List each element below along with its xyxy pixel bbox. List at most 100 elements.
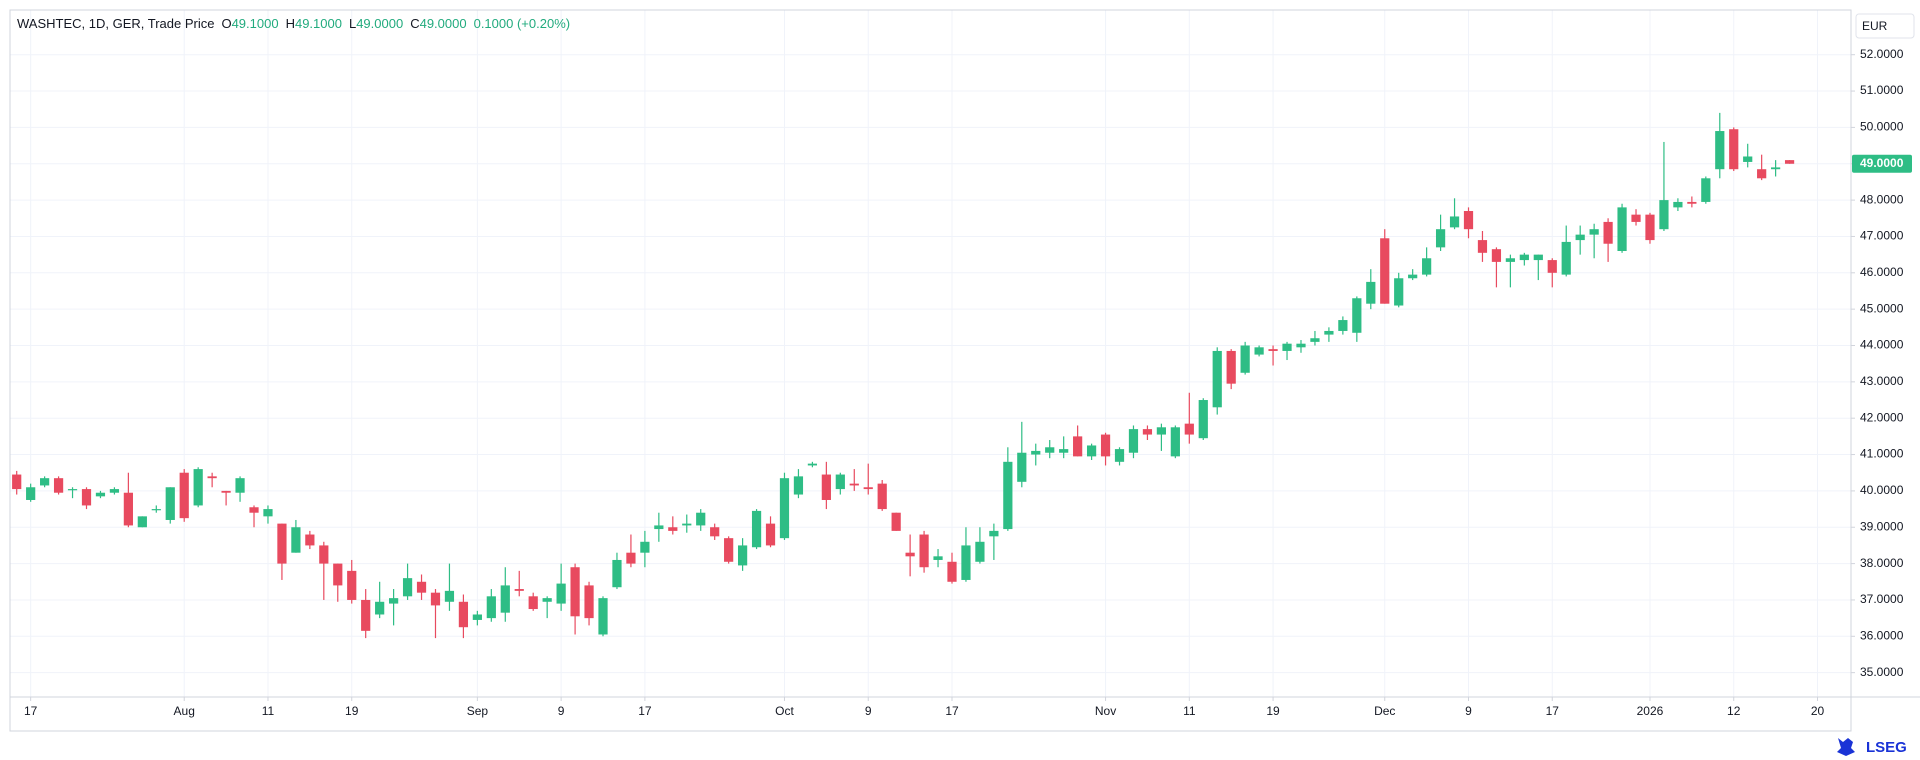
candle-body (1073, 436, 1083, 457)
candle-body (1561, 241, 1571, 275)
candle-body (319, 545, 329, 564)
x-tick-label: 17 (945, 704, 959, 718)
candle-body (905, 552, 915, 557)
candle-body (1352, 298, 1362, 333)
candle-body (640, 541, 650, 553)
x-tick-label: 20 (1811, 704, 1825, 718)
candle-body (109, 489, 120, 493)
low-value: 49.0000 (356, 16, 403, 31)
candle-body (1296, 343, 1306, 348)
candle-body (542, 598, 552, 602)
candle-body (305, 534, 315, 546)
candle-body (751, 510, 762, 548)
x-tick-label: Nov (1095, 704, 1116, 718)
candle-body (849, 483, 859, 486)
candle-body (1729, 129, 1739, 170)
candle-body (1100, 434, 1111, 457)
brand-icon (1837, 738, 1855, 756)
x-tick-label: 17 (24, 704, 38, 718)
candle-body (1687, 201, 1697, 204)
candle-body (1031, 450, 1041, 455)
candle-body (947, 561, 957, 582)
candle-body (975, 541, 985, 562)
x-tick-label: 11 (1183, 704, 1196, 718)
candle-body (1575, 234, 1585, 241)
candle-body (598, 598, 608, 635)
candle-body (1059, 449, 1069, 453)
y-tick-label: 42.0000 (1860, 410, 1904, 424)
x-tick-label: Dec (1374, 704, 1395, 718)
candle-body (933, 556, 943, 560)
x-tick-label: 17 (1546, 704, 1560, 718)
candle-body (961, 545, 971, 580)
candle-body (500, 585, 510, 613)
candle-body (514, 589, 524, 591)
candle-body (1757, 169, 1767, 179)
candle-body (1589, 229, 1599, 235)
x-tick-label: 19 (1266, 704, 1280, 718)
candle-body (277, 523, 287, 564)
candle-body (1170, 427, 1180, 457)
candle-body (1282, 343, 1292, 351)
candle-body (1003, 461, 1013, 530)
candle-body (696, 512, 706, 526)
candle-body (458, 601, 469, 628)
candle-body (1533, 254, 1543, 261)
candle-body (416, 581, 427, 593)
y-tick-label: 37.0000 (1860, 592, 1904, 606)
x-tick-label: 12 (1727, 704, 1741, 718)
open-label: O (221, 16, 231, 31)
candle-body (821, 474, 831, 500)
candle-body (1505, 258, 1515, 262)
candle-body (807, 463, 818, 466)
candle-body (361, 599, 371, 631)
candle-body (1310, 338, 1320, 342)
candle-body (1142, 429, 1153, 435)
candle-body (626, 552, 636, 564)
candle-body (1086, 445, 1097, 457)
candle-body (1519, 254, 1529, 261)
y-tick-label: 36.0000 (1860, 628, 1904, 642)
candle-body (612, 559, 622, 588)
y-tick-label: 38.0000 (1860, 556, 1904, 570)
candle-body (1435, 229, 1446, 248)
candle-body (165, 487, 175, 520)
candle-body (682, 523, 692, 526)
candles-layer (12, 112, 1795, 639)
candle-body (67, 489, 78, 491)
candle-body (989, 530, 999, 537)
frame (9, 9, 1852, 732)
candle-body (1254, 347, 1264, 355)
candle-body (263, 509, 273, 517)
x-tick-label: 17 (638, 704, 652, 718)
candle-body (1408, 274, 1418, 279)
candle-body (863, 487, 873, 490)
candle-body (1212, 350, 1222, 408)
candle-body (389, 598, 399, 604)
candle-body (835, 474, 845, 490)
candle-body (81, 489, 92, 506)
y-tick-label: 52.0000 (1860, 47, 1904, 61)
candle-body (877, 483, 887, 510)
candle-body (1784, 160, 1795, 164)
y-tick-label: 48.0000 (1860, 192, 1904, 206)
high-value: 49.1000 (295, 16, 342, 31)
candle-body (347, 570, 357, 600)
candle-body (765, 523, 776, 546)
close-label: C (410, 16, 419, 31)
brand-name: LSEG (1866, 739, 1907, 756)
y-tick-label: 41.0000 (1860, 447, 1904, 461)
candle-body (444, 590, 455, 602)
x-tick-label: Oct (775, 704, 794, 718)
last-price-label: 49.0000 (1860, 156, 1904, 170)
x-tick-label: 19 (345, 704, 359, 718)
candle-body (1394, 278, 1404, 306)
candle-body (1673, 201, 1683, 208)
candle-body (1463, 211, 1474, 230)
grid-layer (10, 10, 1851, 697)
candle-body (570, 567, 580, 617)
candle-body (1617, 207, 1627, 251)
candle-body (193, 469, 203, 506)
